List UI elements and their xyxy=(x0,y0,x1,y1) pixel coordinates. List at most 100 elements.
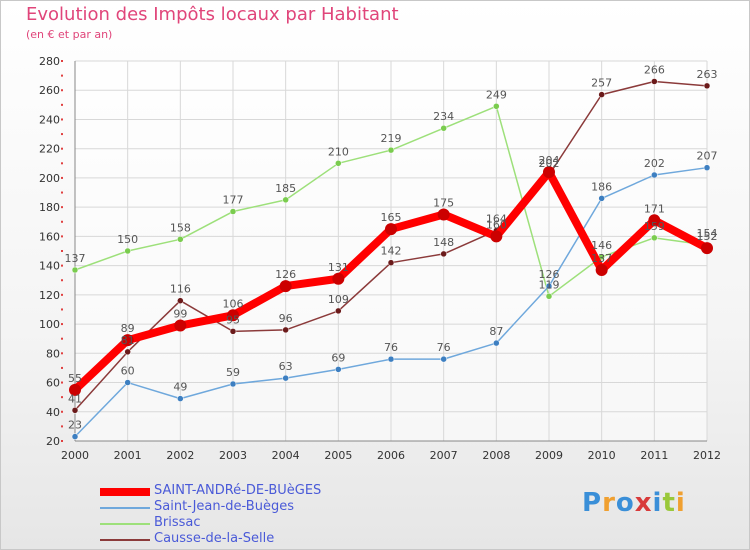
data-label: 59 xyxy=(226,366,240,379)
data-label: 150 xyxy=(117,233,138,246)
x-tick-label: 2012 xyxy=(693,449,721,462)
x-tick-label: 2008 xyxy=(482,449,510,462)
data-point xyxy=(648,214,661,227)
data-point xyxy=(545,282,553,290)
data-label: 257 xyxy=(591,77,612,90)
data-point xyxy=(229,328,237,335)
data-label: 131 xyxy=(328,261,349,274)
x-tick-label: 2005 xyxy=(324,449,352,462)
line-chart: 20 40 60 80 100 120 140 160 180 200 220 240 260 280 20… xyxy=(39,55,721,462)
y-axis-marker xyxy=(61,323,63,326)
data-label: 154 xyxy=(697,227,718,240)
data-point xyxy=(490,230,503,243)
data-point xyxy=(440,355,447,363)
data-point xyxy=(651,171,658,179)
chart-subtitle: (en € et par an) xyxy=(26,28,113,41)
y-axis-marker xyxy=(61,220,63,223)
y-axis-marker xyxy=(61,162,63,165)
data-label: 41 xyxy=(68,392,82,405)
data-point xyxy=(177,395,184,402)
data-label: 126 xyxy=(275,268,296,281)
y-tick-label: 160 xyxy=(39,230,60,243)
legend-item: Causse-de-la-Selle xyxy=(100,531,360,548)
y-axis-marker xyxy=(61,89,63,92)
y-axis-marker xyxy=(61,206,63,209)
y-tick-label: 20 xyxy=(46,435,60,448)
logo-letter: o xyxy=(615,488,635,518)
x-tick-label: 2002 xyxy=(166,449,194,462)
y-tick-label: 40 xyxy=(46,406,60,419)
data-label: 207 xyxy=(697,150,718,163)
logo-letter: P xyxy=(582,488,603,518)
data-point xyxy=(493,103,500,110)
legend-label: Brissac xyxy=(154,515,201,530)
y-tick-label: 140 xyxy=(39,260,60,273)
data-label: 137 xyxy=(591,252,612,265)
data-point xyxy=(229,208,237,215)
data-point xyxy=(440,124,447,132)
data-label: 165 xyxy=(381,211,402,224)
data-point xyxy=(177,236,184,243)
x-tick-label: 2009 xyxy=(535,449,563,462)
y-axis-marker xyxy=(61,381,63,384)
y-axis-marker xyxy=(61,410,63,413)
data-label: 95 xyxy=(226,313,240,326)
y-tick-label: 200 xyxy=(39,172,60,185)
y-axis-marker xyxy=(61,396,63,399)
data-point xyxy=(282,326,289,334)
legend-label: Saint-Jean-de-Buèges xyxy=(154,499,294,514)
data-label: 63 xyxy=(279,360,293,373)
data-point xyxy=(545,293,553,300)
y-axis-marker xyxy=(61,191,63,194)
data-point xyxy=(282,196,289,204)
y-tick-label: 220 xyxy=(39,143,60,156)
y-tick-label: 60 xyxy=(46,377,60,390)
data-point xyxy=(703,82,711,90)
y-tick-label: 100 xyxy=(39,318,60,331)
data-label: 219 xyxy=(381,132,402,145)
x-tick-label: 2010 xyxy=(588,449,616,462)
data-label: 76 xyxy=(437,341,451,354)
chart-legend: SAINT-ANDRé-DE-BUèGES Saint-Jean-de-Buège… xyxy=(100,483,360,548)
data-point xyxy=(71,407,79,414)
data-point xyxy=(121,334,134,347)
y-axis-marker xyxy=(61,176,63,179)
logo-letter: t xyxy=(662,488,676,518)
y-axis-marker xyxy=(61,308,63,311)
logo-letter: i xyxy=(652,488,663,518)
logo-letter: i xyxy=(675,488,686,518)
y-axis-marker xyxy=(61,133,63,136)
data-point xyxy=(69,383,81,396)
legend-item: SAINT-ANDRé-DE-BUèGES xyxy=(100,483,360,500)
data-label: 263 xyxy=(697,68,718,81)
data-point xyxy=(282,374,289,382)
data-point xyxy=(177,297,184,304)
data-point xyxy=(543,166,555,179)
data-point xyxy=(174,319,187,332)
data-label: 87 xyxy=(489,325,503,338)
data-label: 202 xyxy=(539,157,560,170)
data-point xyxy=(229,380,237,388)
data-point xyxy=(124,379,131,386)
legend-swatch xyxy=(100,488,150,496)
y-tick-label: 120 xyxy=(39,289,60,302)
y-axis-marker xyxy=(61,279,63,282)
legend-swatch xyxy=(100,523,150,525)
data-label: 49 xyxy=(173,381,187,394)
chart-title: Evolution des Impôts locaux par Habitant xyxy=(26,4,399,25)
data-label: 148 xyxy=(433,236,454,249)
legend-label: Causse-de-la-Selle xyxy=(154,531,275,546)
x-tick-label: 2000 xyxy=(61,449,89,462)
data-label: 152 xyxy=(697,230,718,243)
y-axis-marker xyxy=(61,293,63,296)
data-label: 234 xyxy=(433,110,454,123)
y-axis-marker xyxy=(61,118,63,121)
data-point xyxy=(387,259,395,266)
y-axis-marker xyxy=(61,366,63,369)
data-label: 142 xyxy=(381,245,402,258)
data-label: 119 xyxy=(539,278,560,291)
data-point xyxy=(493,339,500,347)
y-axis-marker xyxy=(61,337,63,340)
data-label: 146 xyxy=(591,239,612,252)
data-label: 175 xyxy=(433,196,454,209)
